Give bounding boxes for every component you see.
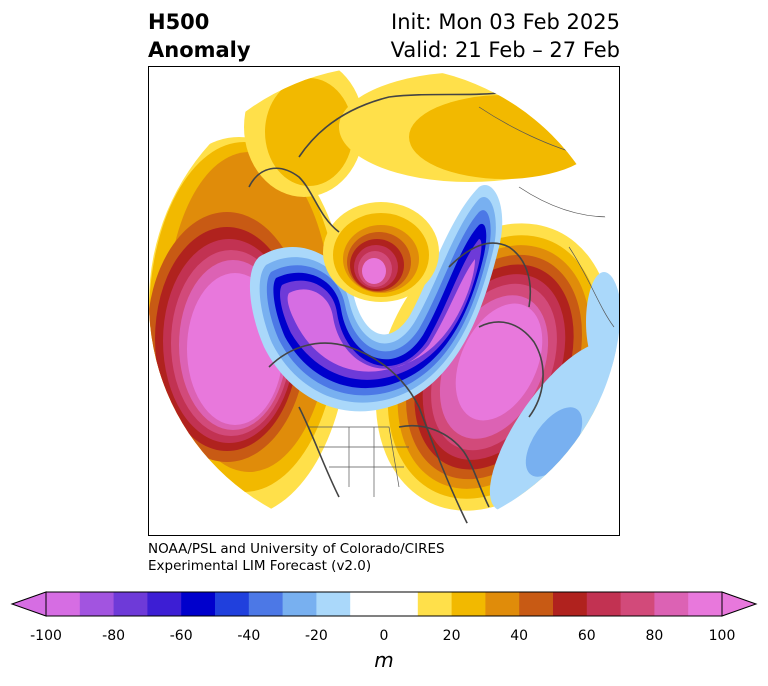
colorbar-unit-label: m [374, 648, 394, 672]
anomaly-fill [149, 67, 619, 528]
colorbar-bin [282, 592, 317, 616]
colorbar-bin [417, 592, 453, 616]
colorbar-tick-label: -80 [102, 628, 126, 644]
title-variable: H500 [148, 10, 210, 34]
colorbar [10, 591, 758, 617]
colorbar-tick-label: -20 [304, 628, 328, 644]
colorbar-bin [113, 592, 148, 616]
credit-text: NOAA/PSL and University of Colorado/CIRE… [148, 541, 445, 575]
credit-line-1: NOAA/PSL and University of Colorado/CIRE… [148, 541, 445, 557]
colorbar-bin [316, 592, 351, 616]
colorbar-segments [46, 592, 723, 616]
colorbar-bin [485, 592, 520, 616]
colorbar-tick-label: 40 [510, 628, 529, 644]
colorbar-bin [215, 592, 250, 616]
colorbar-tick-label: 0 [379, 628, 389, 644]
anomaly-map [148, 66, 620, 536]
colorbar-tick-labels: -100 -80 -60 -40 -20 0 20 40 60 80 100 [0, 628, 768, 648]
colorbar-bin [586, 592, 622, 616]
colorbar-bin [147, 592, 182, 616]
title-field: Anomaly [148, 38, 251, 62]
colorbar-outline [45, 591, 723, 617]
colorbar-bin [451, 592, 486, 616]
colorbar-bin [350, 592, 419, 616]
colorbar-bin [248, 592, 284, 616]
colorbar-tick-label: -60 [169, 628, 193, 644]
valid-period: Valid: 21 Feb – 27 Feb [390, 38, 620, 62]
colorbar-over-arrow [721, 591, 758, 617]
colorbar-tick-label: 60 [577, 628, 596, 644]
forecast-dates: Init: Mon 03 Feb 2025 Valid: 21 Feb – 27… [391, 8, 620, 64]
colorbar-tick-label: 100 [708, 628, 736, 644]
colorbar-tick-label: -100 [30, 628, 62, 644]
map-title: H500 Anomaly [148, 8, 251, 64]
coastlines [248, 91, 544, 528]
anomaly-map-svg [149, 67, 619, 528]
colorbar-bin [46, 592, 81, 616]
colorbar-bin [620, 592, 655, 616]
colorbar-bin [553, 592, 588, 616]
colorbar-bin [181, 592, 216, 616]
init-date: Init: Mon 03 Feb 2025 [391, 10, 620, 34]
eastern-negative-anomaly [489, 272, 619, 512]
credit-line-2: Experimental LIM Forecast (v2.0) [148, 558, 372, 574]
colorbar-bin [654, 592, 689, 616]
colorbar-tick-label: -40 [237, 628, 261, 644]
colorbar-tick-label: 20 [442, 628, 461, 644]
north-asia-positive-anomaly [244, 67, 599, 197]
colorbar-under-arrow [10, 591, 47, 617]
colorbar-bin [688, 592, 723, 616]
greenland-positive-anomaly [323, 202, 439, 302]
colorbar-bin [79, 592, 115, 616]
colorbar-tick-label: 80 [645, 628, 664, 644]
colorbar-bin [519, 592, 554, 616]
